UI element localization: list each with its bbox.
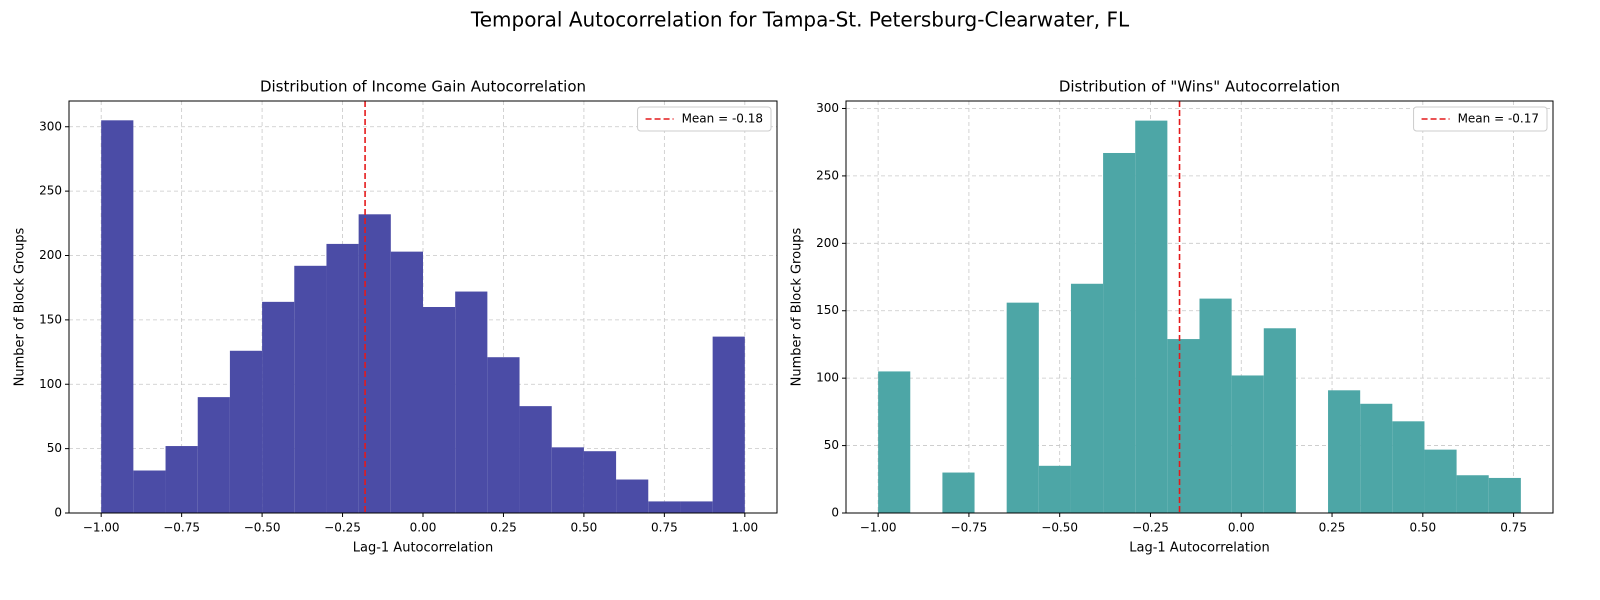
x-axis-label: Lag-1 Autocorrelation: [353, 541, 494, 556]
x-tick-label: −1.00: [83, 521, 120, 535]
y-tick-label: 250: [816, 168, 839, 182]
legend-box: [1413, 106, 1548, 132]
y-tick-label: 300: [816, 101, 839, 115]
bar: [390, 251, 423, 513]
bar: [455, 291, 488, 513]
x-tick-label: −0.75: [163, 521, 200, 535]
legend-label: Mean = -0.18: [682, 112, 763, 126]
y-tick-label: 100: [816, 371, 839, 385]
legend: Mean = -0.17: [1413, 106, 1548, 132]
y-tick-label: 200: [39, 248, 62, 262]
figure-title: Temporal Autocorrelation for Tampa-St. P…: [470, 8, 1130, 32]
bar: [423, 307, 456, 513]
bar: [294, 265, 327, 513]
x-tick-label: 1.00: [731, 521, 758, 535]
bar: [616, 479, 649, 513]
bar: [1263, 328, 1296, 513]
bar: [1488, 477, 1521, 513]
bar: [1360, 403, 1393, 513]
y-tick-label: 150: [816, 303, 839, 317]
bar: [583, 451, 617, 513]
legend-box: [637, 106, 772, 132]
x-tick-label: 0.25: [1319, 521, 1346, 535]
bar: [165, 446, 198, 513]
bar: [229, 350, 263, 513]
bar: [712, 336, 745, 513]
bar: [197, 397, 230, 513]
axes-title: Distribution of Income Gain Autocorrelat…: [260, 78, 586, 96]
y-tick-label: 0: [831, 506, 839, 520]
axes: −1.00 −0.75 −0.50 −0.25 0.00 0.25 0.50 0.75 0 50 1…: [790, 78, 1554, 556]
x-tick-label: 0.75: [1500, 521, 1527, 535]
bar: [680, 501, 713, 513]
x-tick-label: −0.25: [324, 521, 361, 535]
bar: [262, 301, 295, 513]
bar: [1103, 152, 1136, 514]
x-axis-label: Lag-1 Autocorrelation: [1129, 541, 1270, 556]
bar: [1070, 283, 1104, 513]
bar: [1392, 421, 1425, 513]
bar: [133, 470, 166, 513]
x-tick-label: −0.50: [1041, 521, 1078, 535]
x-tick-label: 0.25: [490, 521, 517, 535]
x-tick-label: 0.50: [571, 521, 598, 535]
x-tick-label: 0.00: [1228, 521, 1255, 535]
bar: [1199, 298, 1232, 513]
y-tick-label: 150: [39, 312, 62, 326]
legend-label: Mean = -0.17: [1458, 112, 1539, 126]
y-tick-label: 0: [54, 506, 62, 520]
x-tick-label: 0.75: [651, 521, 678, 535]
axes-title: Distribution of "Wins" Autocorrelation: [1059, 78, 1340, 96]
bar: [551, 447, 584, 513]
x-tick-label: −1.00: [860, 521, 897, 535]
y-axis-label: Number of Block Groups: [790, 227, 805, 386]
axes-frame: [68, 100, 778, 514]
bar: [1328, 390, 1361, 513]
bar: [942, 472, 975, 513]
y-tick-label: 100: [39, 377, 62, 391]
y-axis-label: Number of Block Groups: [13, 227, 28, 386]
bar: [1135, 120, 1168, 513]
x-tick-label: 0.50: [1409, 521, 1436, 535]
bar: [1424, 449, 1457, 513]
x-tick-label: −0.25: [1132, 521, 1169, 535]
bar: [1231, 375, 1264, 513]
y-tick-label: 50: [47, 441, 62, 455]
x-tick-label: −0.75: [951, 521, 988, 535]
bar: [326, 243, 359, 513]
bar: [519, 406, 552, 513]
bar: [1167, 339, 1200, 513]
bar: [648, 501, 681, 513]
y-tick-label: 300: [39, 119, 62, 133]
x-tick-label: 0.00: [410, 521, 437, 535]
axes: −1.00 −0.75 −0.50 −0.25 0.00 0.25 0.50 0.75 1.00…: [13, 78, 778, 556]
y-tick-label: 50: [824, 438, 839, 452]
bar: [1038, 465, 1071, 513]
bar: [101, 120, 134, 513]
bar: [1456, 475, 1489, 513]
bar: [1006, 302, 1039, 513]
axes-frame: [845, 100, 1554, 514]
legend: Mean = -0.18: [637, 106, 772, 132]
y-tick-label: 250: [39, 184, 62, 198]
bar: [487, 357, 520, 513]
y-tick-label: 200: [816, 236, 839, 250]
bar: [358, 214, 391, 514]
x-tick-label: −0.50: [244, 521, 281, 535]
bar: [878, 371, 911, 513]
